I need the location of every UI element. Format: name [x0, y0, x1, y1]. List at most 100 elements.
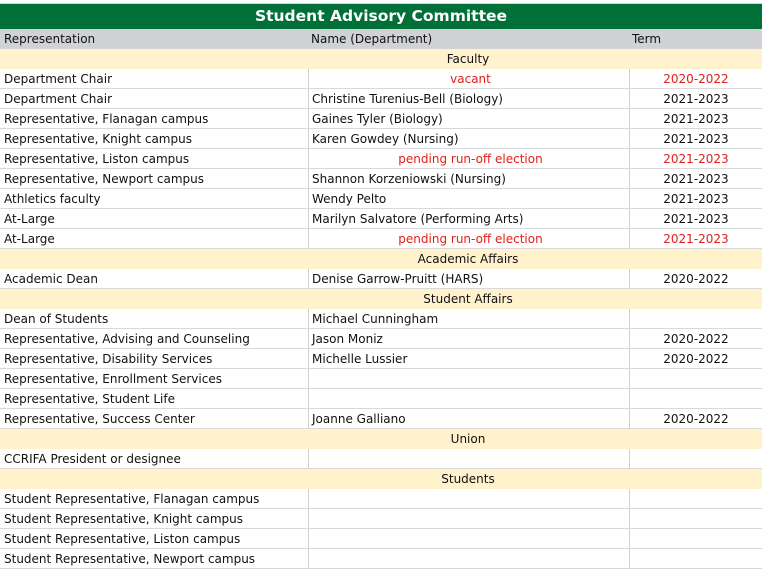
- name-cell[interactable]: Joanne Galliano: [308, 409, 629, 428]
- term-cell[interactable]: 2020-2022: [629, 349, 762, 368]
- name-cell[interactable]: [308, 509, 629, 528]
- name-cell[interactable]: Marilyn Salvatore (Performing Arts): [308, 209, 629, 228]
- section-label[interactable]: Academic Affairs: [417, 252, 519, 266]
- term-cell[interactable]: [629, 529, 762, 548]
- section-label[interactable]: Student Affairs: [423, 292, 513, 306]
- name-cell[interactable]: Jason Moniz: [308, 329, 629, 348]
- name-cell[interactable]: Michael Cunningham: [308, 309, 629, 328]
- representation-cell[interactable]: Representative, Enrollment Services: [4, 372, 222, 386]
- name-cell[interactable]: [308, 369, 629, 388]
- name-cell[interactable]: Christine Turenius-Bell (Biology): [308, 89, 629, 108]
- term-cell[interactable]: 2021-2023: [629, 209, 762, 228]
- representation-cell[interactable]: Representative, Newport campus: [4, 172, 205, 186]
- representation-cell[interactable]: Student Representative, Liston campus: [4, 532, 241, 546]
- name-cell[interactable]: Wendy Pelto: [308, 189, 629, 208]
- term-cell[interactable]: [629, 549, 762, 568]
- table-row: Student Representative, Newport campus: [0, 549, 762, 569]
- column-header-row: Representation Name (Department) Term: [0, 29, 762, 49]
- term-cell[interactable]: [629, 369, 762, 388]
- table-row: Representative, Enrollment Services: [0, 369, 762, 389]
- term-cell[interactable]: [629, 449, 762, 468]
- table-row: Representative, Liston campus pending run…: [0, 149, 762, 169]
- term-cell[interactable]: 2021-2023: [629, 169, 762, 188]
- term-cell[interactable]: 2020-2022: [629, 409, 762, 428]
- name-cell[interactable]: [308, 489, 629, 508]
- term-cell[interactable]: 2021-2023: [629, 129, 762, 148]
- name-cell[interactable]: vacant: [308, 69, 629, 88]
- representation-cell[interactable]: Representative, Liston campus: [4, 152, 190, 166]
- table-row: Representative, Flanagan campus Gaines Ty…: [0, 109, 762, 129]
- section-row: Union: [0, 429, 762, 449]
- table-row: At-Large Marilyn Salvatore (Performing Ar…: [0, 209, 762, 229]
- representation-cell[interactable]: Athletics faculty: [4, 192, 101, 206]
- representation-cell[interactable]: Department Chair: [4, 92, 113, 106]
- table-row: Academic Dean Denise Garrow-Pruitt (HARS)…: [0, 269, 762, 289]
- representation-cell[interactable]: At-Large: [4, 212, 55, 226]
- term-cell[interactable]: 2021-2023: [629, 149, 762, 168]
- section-label[interactable]: Union: [450, 432, 486, 446]
- sheet-title[interactable]: Student Advisory Committee: [0, 4, 762, 29]
- representation-cell[interactable]: Representative, Student Life: [4, 392, 175, 406]
- representation-cell[interactable]: Academic Dean: [4, 272, 98, 286]
- header-name[interactable]: Name (Department): [311, 32, 433, 46]
- representation-cell[interactable]: Student Representative, Flanagan campus: [4, 492, 260, 506]
- name-cell[interactable]: Denise Garrow-Pruitt (HARS): [308, 269, 629, 288]
- top-gridline: [0, 0, 762, 4]
- representation-cell[interactable]: Representative, Flanagan campus: [4, 112, 209, 126]
- term-cell[interactable]: 2021-2023: [629, 109, 762, 128]
- term-cell[interactable]: [629, 309, 762, 328]
- name-cell[interactable]: Michelle Lussier: [308, 349, 629, 368]
- term-cell[interactable]: 2021-2023: [629, 229, 762, 248]
- table-row: CCRIFA President or designee: [0, 449, 762, 469]
- representation-cell[interactable]: Department Chair: [4, 72, 113, 86]
- representation-cell[interactable]: Representative, Success Center: [4, 412, 195, 426]
- table-row: At-Large pending run-off election 2021-202…: [0, 229, 762, 249]
- table-row: Student Representative, Liston campus: [0, 529, 762, 549]
- table-row: Student Representative, Knight campus: [0, 509, 762, 529]
- representation-cell[interactable]: Representative, Disability Services: [4, 352, 213, 366]
- term-cell[interactable]: 2021-2023: [629, 189, 762, 208]
- table-row: Athletics faculty Wendy Pelto 2021-2023: [0, 189, 762, 209]
- representation-cell[interactable]: Student Representative, Newport campus: [4, 552, 256, 566]
- name-cell[interactable]: Gaines Tyler (Biology): [308, 109, 629, 128]
- representation-cell[interactable]: Representative, Advising and Counseling: [4, 332, 250, 346]
- term-cell[interactable]: 2020-2022: [629, 69, 762, 88]
- name-cell[interactable]: [308, 549, 629, 568]
- term-cell[interactable]: 2020-2022: [629, 269, 762, 288]
- name-cell[interactable]: Karen Gowdey (Nursing): [308, 129, 629, 148]
- section-label[interactable]: Students: [441, 472, 495, 486]
- term-cell[interactable]: [629, 389, 762, 408]
- name-cell[interactable]: [308, 449, 629, 468]
- term-cell[interactable]: 2020-2022: [629, 329, 762, 348]
- table-row: Representative, Newport campus Shannon Ko…: [0, 169, 762, 189]
- header-term[interactable]: Term: [632, 32, 662, 46]
- representation-cell[interactable]: Representative, Knight campus: [4, 132, 192, 146]
- section-row: Academic Affairs: [0, 249, 762, 269]
- name-cell[interactable]: pending run-off election: [308, 149, 629, 168]
- section-label[interactable]: Faculty: [446, 52, 490, 66]
- name-cell[interactable]: pending run-off election: [308, 229, 629, 248]
- representation-cell[interactable]: At-Large: [4, 232, 55, 246]
- name-cell[interactable]: [308, 529, 629, 548]
- term-cell[interactable]: [629, 489, 762, 508]
- section-row: Students: [0, 469, 762, 489]
- table-row: Department Chair Christine Turenius-Bell …: [0, 89, 762, 109]
- table-row: Dean of Students Michael Cunningham: [0, 309, 762, 329]
- representation-cell[interactable]: CCRIFA President or designee: [4, 452, 181, 466]
- table-row: Representative, Advising and Counseling J…: [0, 329, 762, 349]
- term-cell[interactable]: 2021-2023: [629, 89, 762, 108]
- representation-cell[interactable]: Dean of Students: [4, 312, 109, 326]
- name-cell[interactable]: Shannon Korzeniowski (Nursing): [308, 169, 629, 188]
- section-row: Faculty: [0, 49, 762, 69]
- table-row: Representative, Student Life: [0, 389, 762, 409]
- table-body: Faculty Department Chair vacant 2020-2022 De…: [0, 49, 762, 569]
- term-cell[interactable]: [629, 509, 762, 528]
- section-row: Student Affairs: [0, 289, 762, 309]
- representation-cell[interactable]: Student Representative, Knight campus: [4, 512, 244, 526]
- table-row: Representative, Disability Services Miche…: [0, 349, 762, 369]
- table-row: Department Chair vacant 2020-2022: [0, 69, 762, 89]
- header-representation[interactable]: Representation: [4, 32, 96, 46]
- table-row: Student Representative, Flanagan campus: [0, 489, 762, 509]
- name-cell[interactable]: [308, 389, 629, 408]
